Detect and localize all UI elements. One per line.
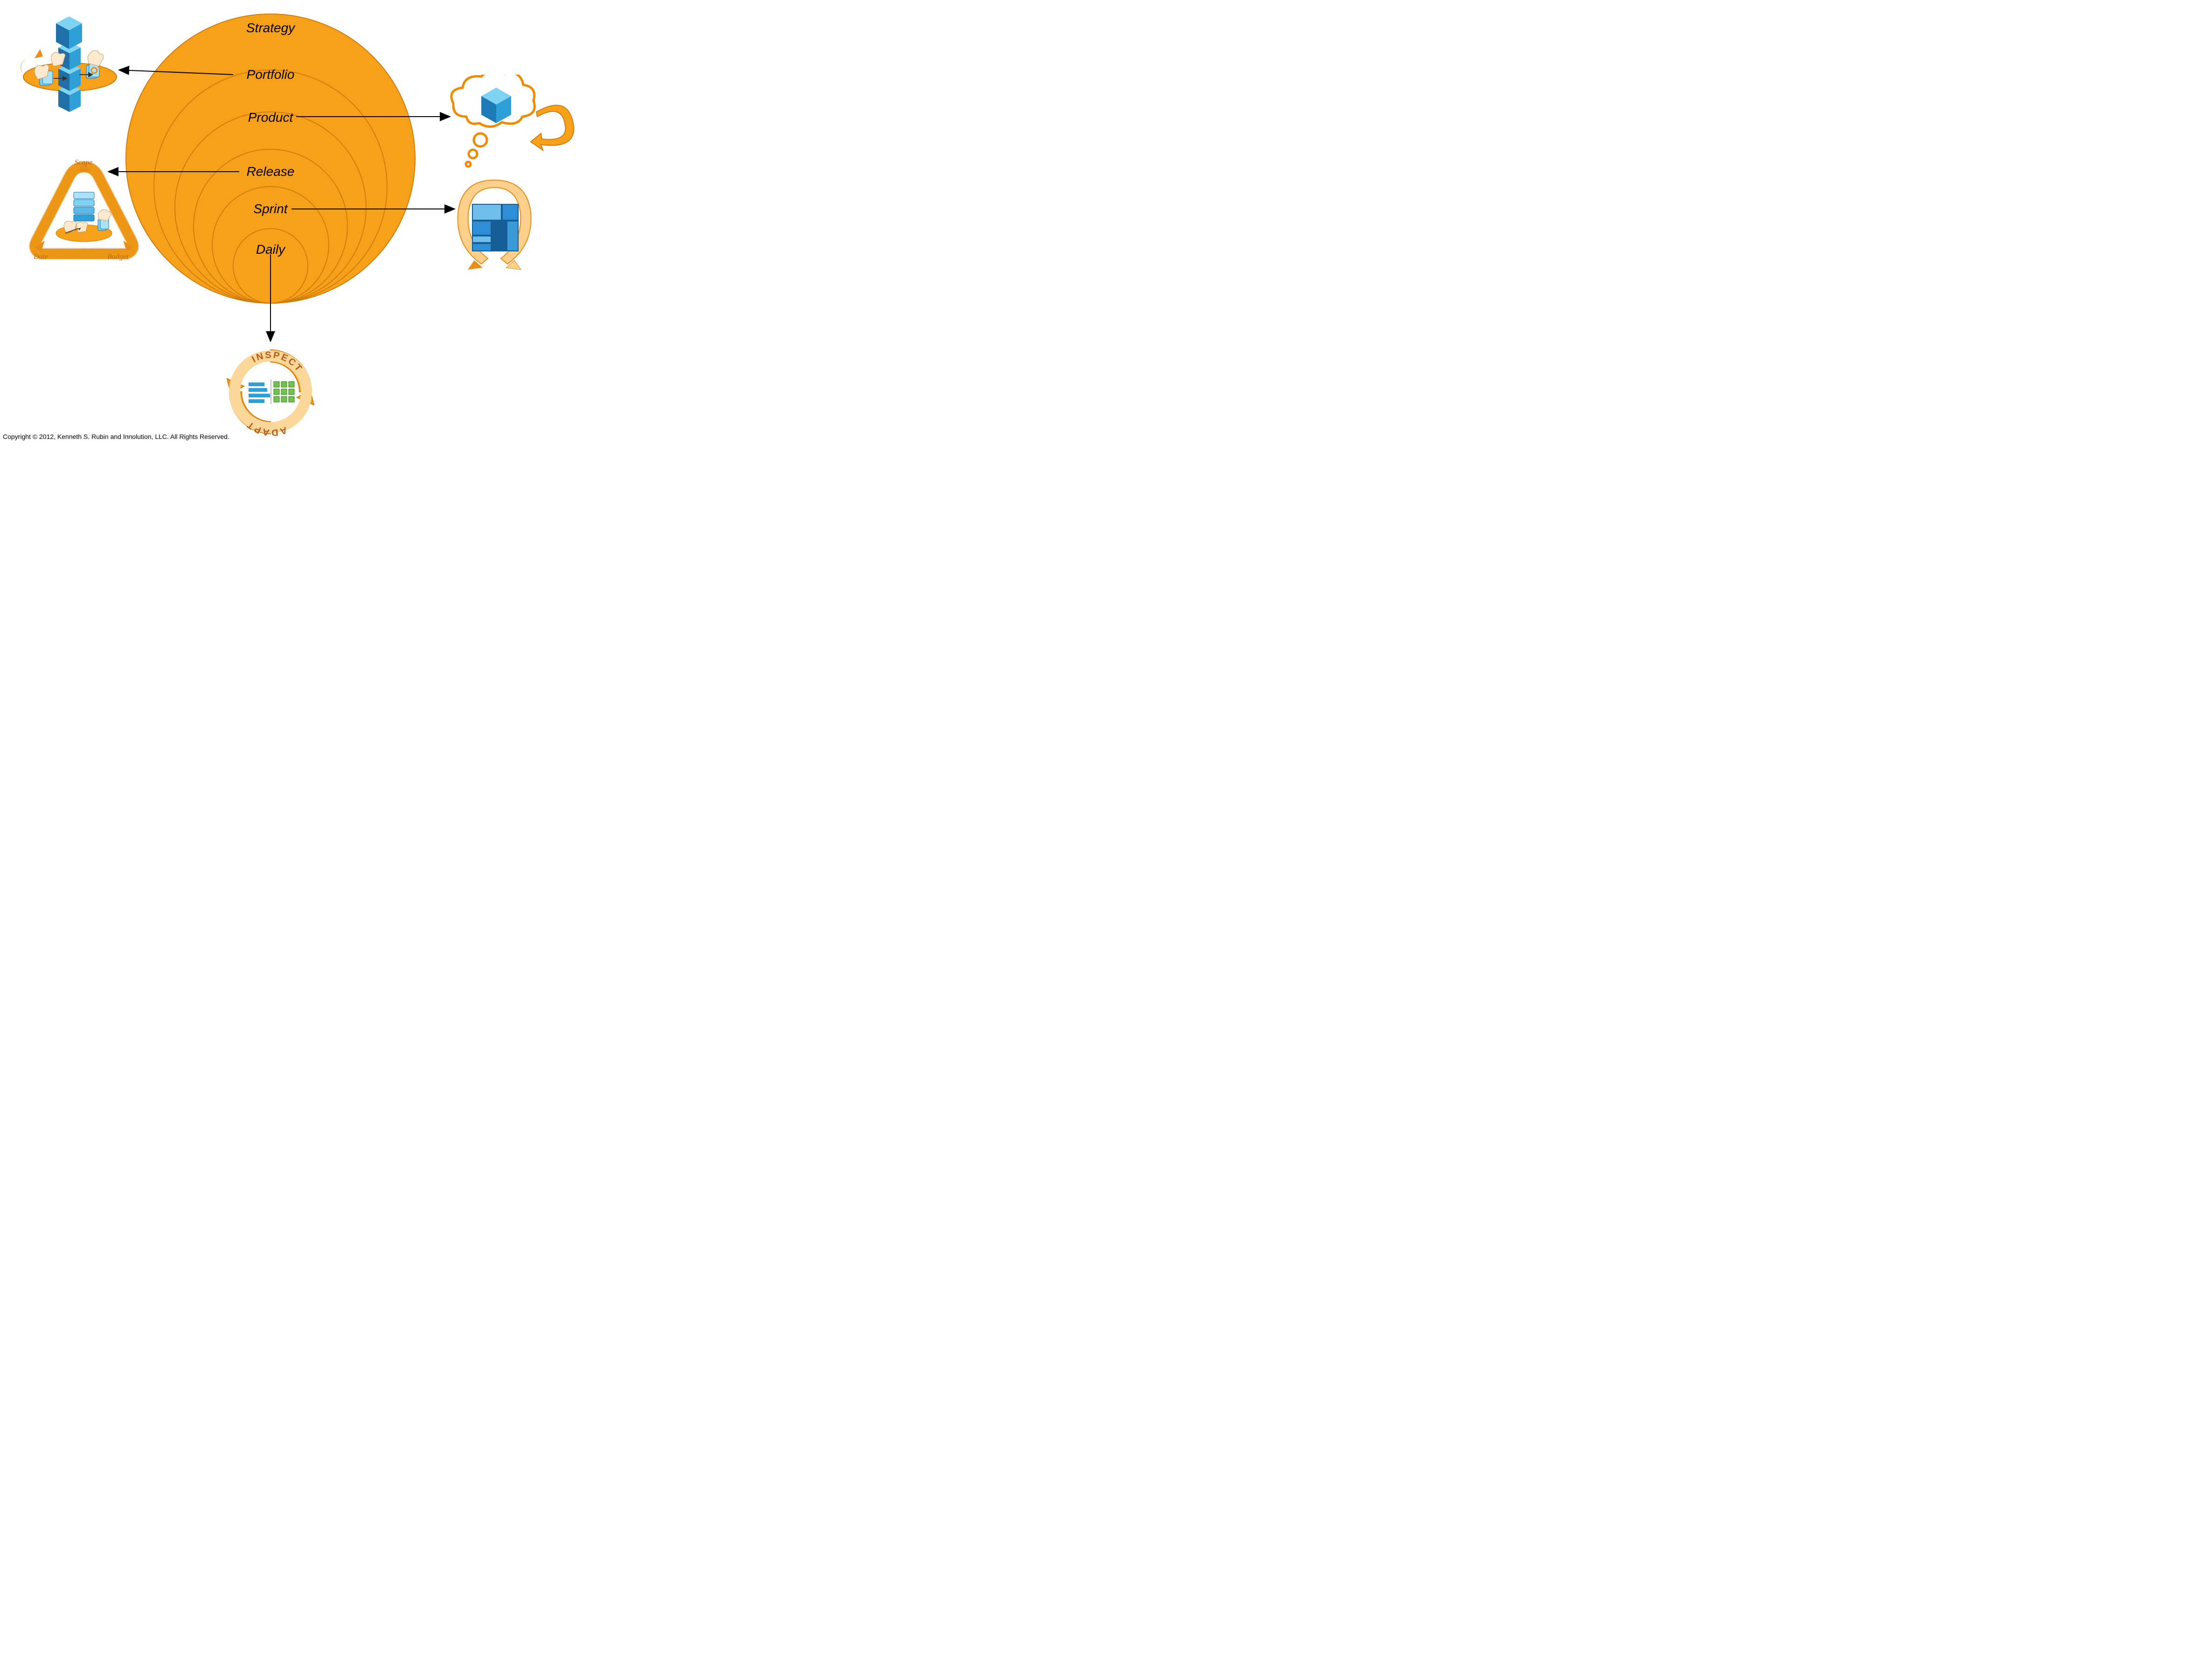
ring-label-sprint: Sprint <box>253 202 287 216</box>
ring-label-daily: Daily <box>256 242 285 257</box>
portfolio-icon <box>19 5 121 121</box>
ring-label-strategy: Strategy <box>246 21 295 35</box>
ring-label-portfolio: Portfolio <box>247 67 295 82</box>
triangle-label-date: Date <box>34 253 48 261</box>
copyright-text: Copyright © 2012, Kenneth S. Rubin and I… <box>3 433 229 440</box>
sprint-icon <box>450 176 539 277</box>
triangle-label-scope: Scope <box>75 159 92 167</box>
product-icon <box>448 75 583 173</box>
ring-label-product: Product <box>248 110 293 125</box>
release-icon: Scope Date Budget <box>28 159 140 271</box>
daily-icon: INSPECT ADAPT <box>222 345 319 438</box>
diagram-canvas: Strategy Portfolio Product Release Sprin… <box>0 0 588 443</box>
ring-label-release: Release <box>247 164 295 179</box>
triangle-label-budget: Budget <box>107 253 128 261</box>
